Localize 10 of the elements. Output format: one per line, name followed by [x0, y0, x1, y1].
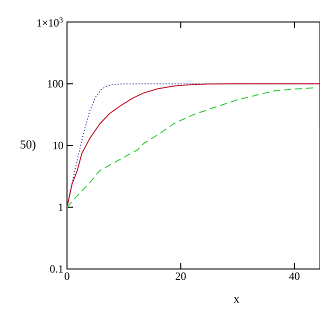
y-axis-title: 50) — [20, 140, 36, 151]
y-tick-label: 1×10$^{3}$ — [37, 17, 63, 27]
x-tick-label: 20 — [176, 272, 186, 280]
y-tick-label: 0.1 — [50, 265, 63, 273]
x-tick-label: 40 — [289, 272, 300, 280]
x-tick-label: 0 — [64, 272, 70, 280]
y-tick-label: 1 — [58, 204, 63, 211]
y-tick-label: 10 — [53, 142, 64, 150]
x-axis-title: x — [234, 297, 240, 303]
y-tick-label: 100 — [48, 80, 64, 88]
